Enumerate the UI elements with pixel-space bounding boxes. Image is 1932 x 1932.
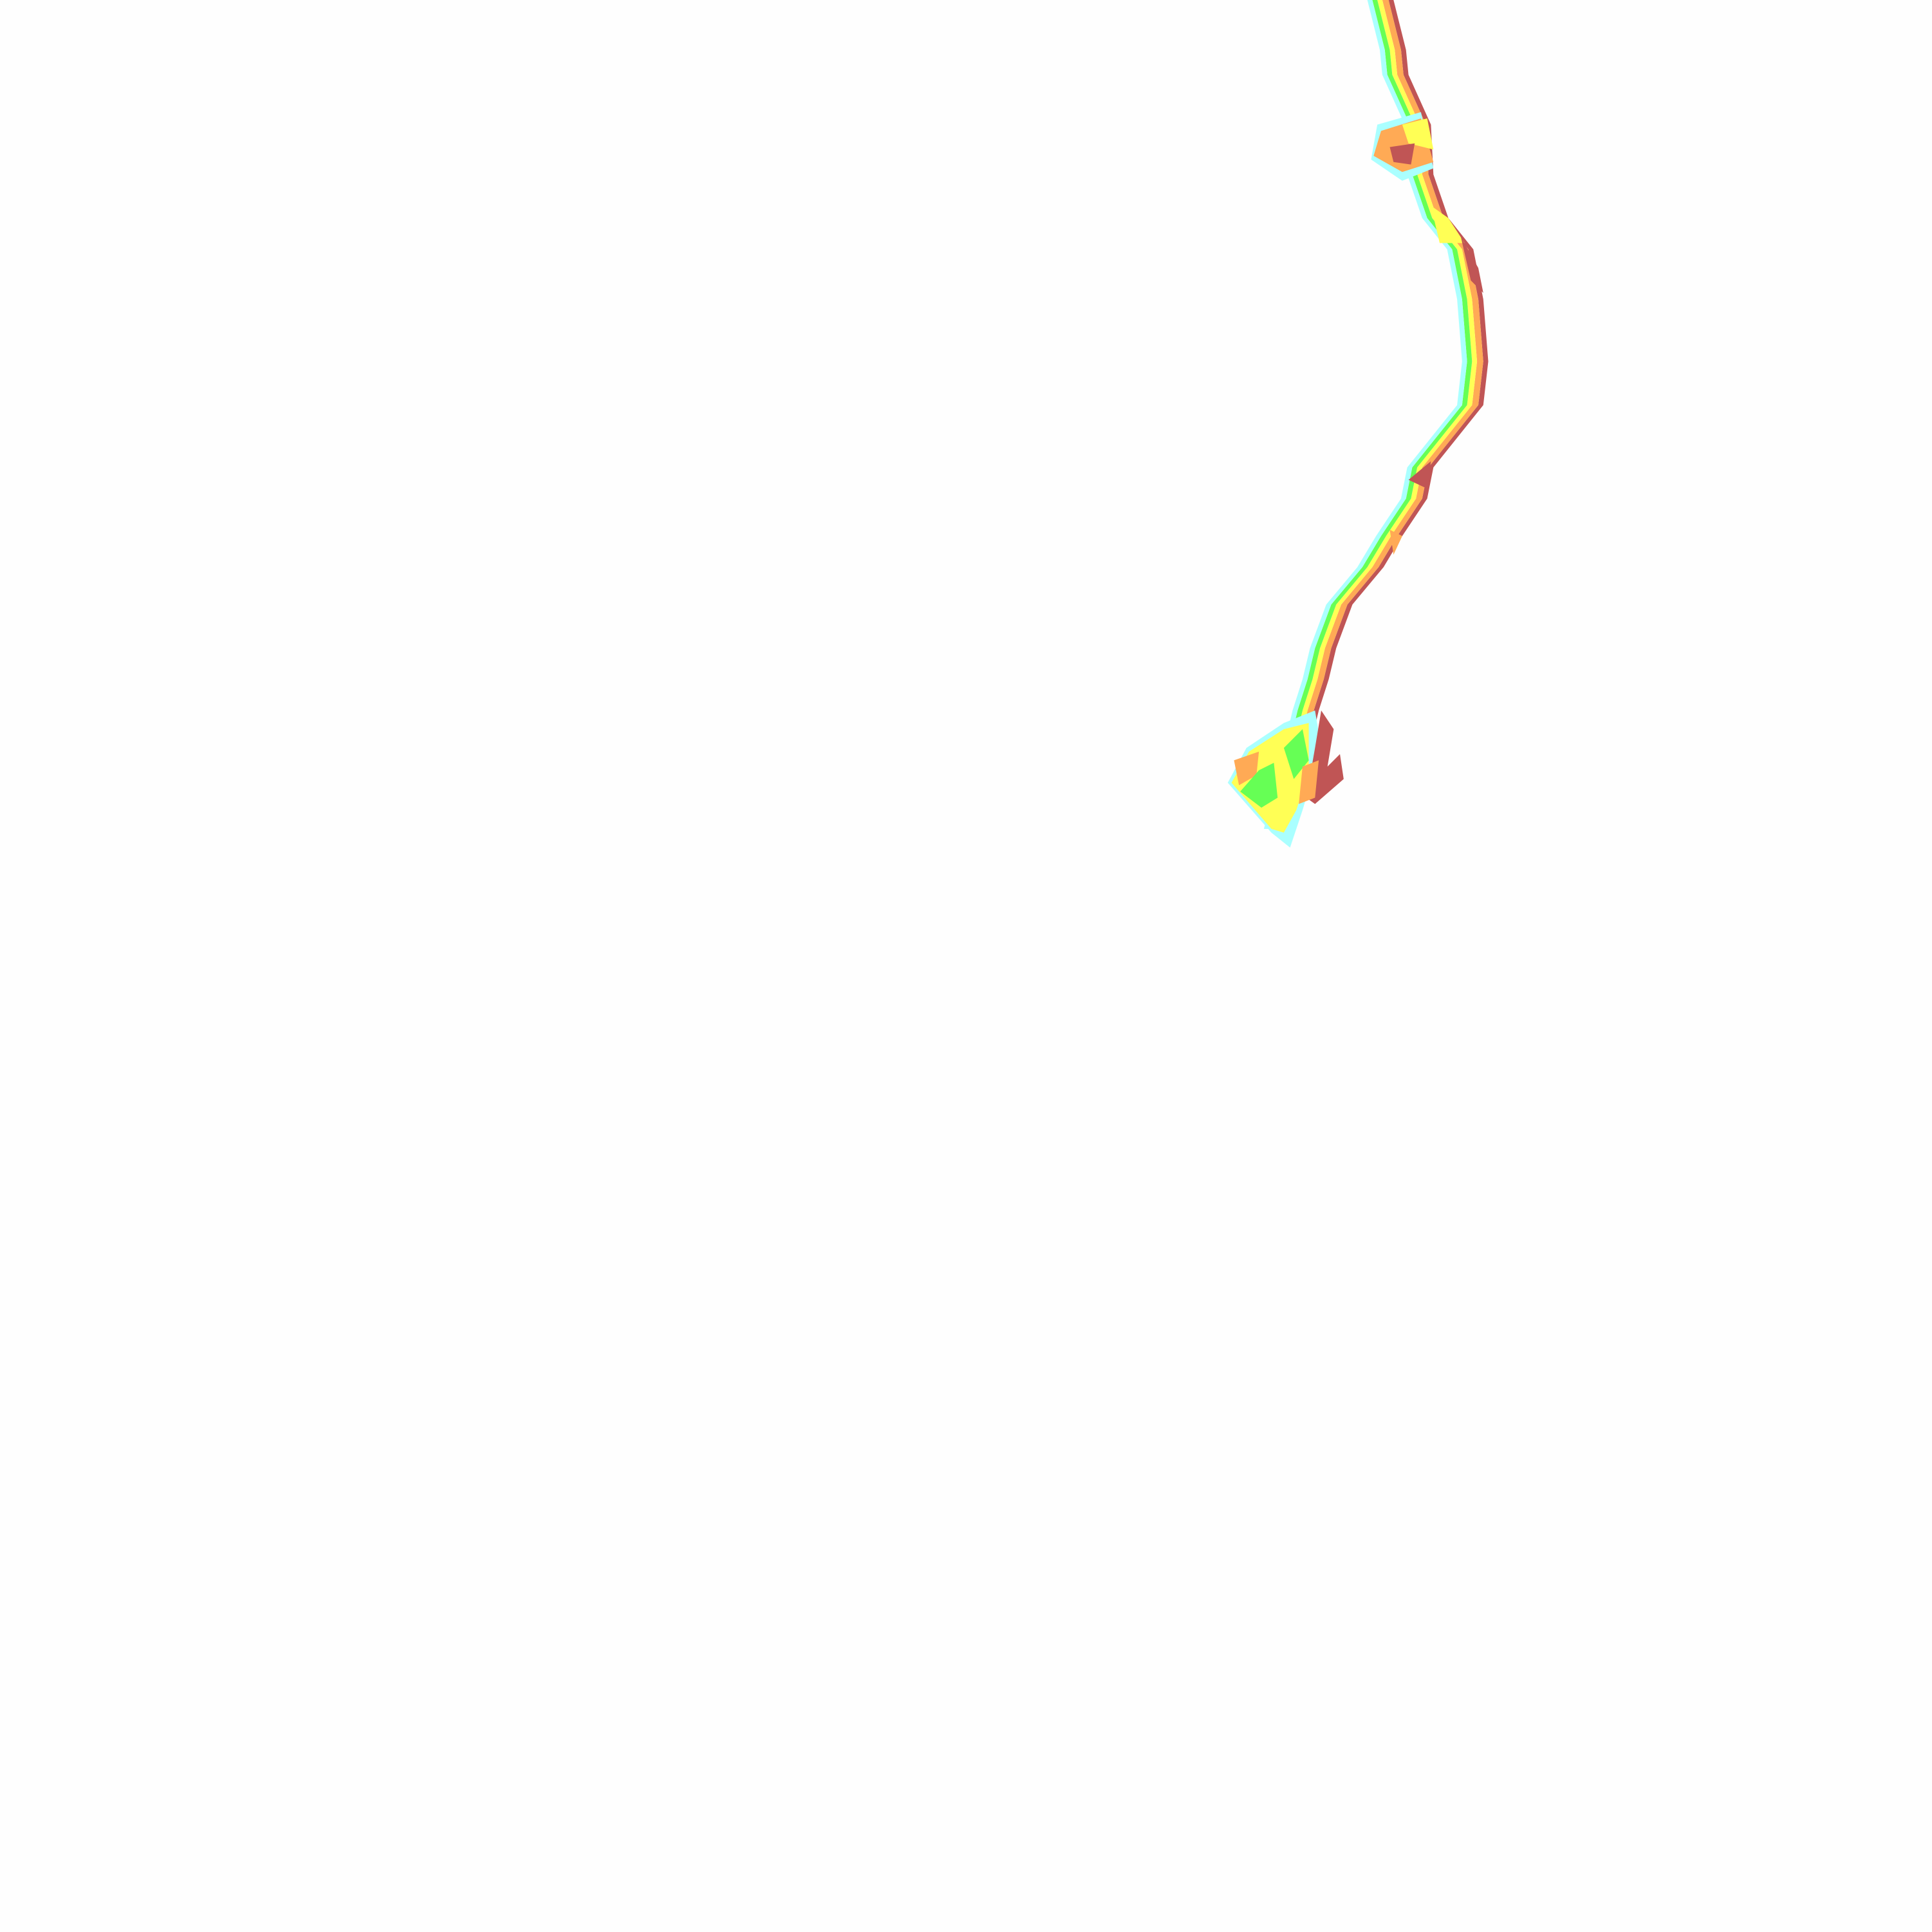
coastal-patch — [1240, 763, 1278, 808]
coastal-patch — [1460, 236, 1483, 293]
coastal-patch — [1431, 205, 1465, 243]
coastal-band-zone-1 — [1263, 0, 1467, 829]
coastal-patch — [1408, 461, 1431, 489]
coastal-patch — [1389, 530, 1402, 555]
coastal-patches — [1227, 112, 1483, 848]
coastal-patch — [1402, 118, 1434, 150]
coastal-patch — [1299, 760, 1319, 804]
coastal-patch — [1234, 751, 1259, 786]
coastal-bands — [1263, 0, 1489, 829]
coastal-patch — [1389, 143, 1415, 165]
